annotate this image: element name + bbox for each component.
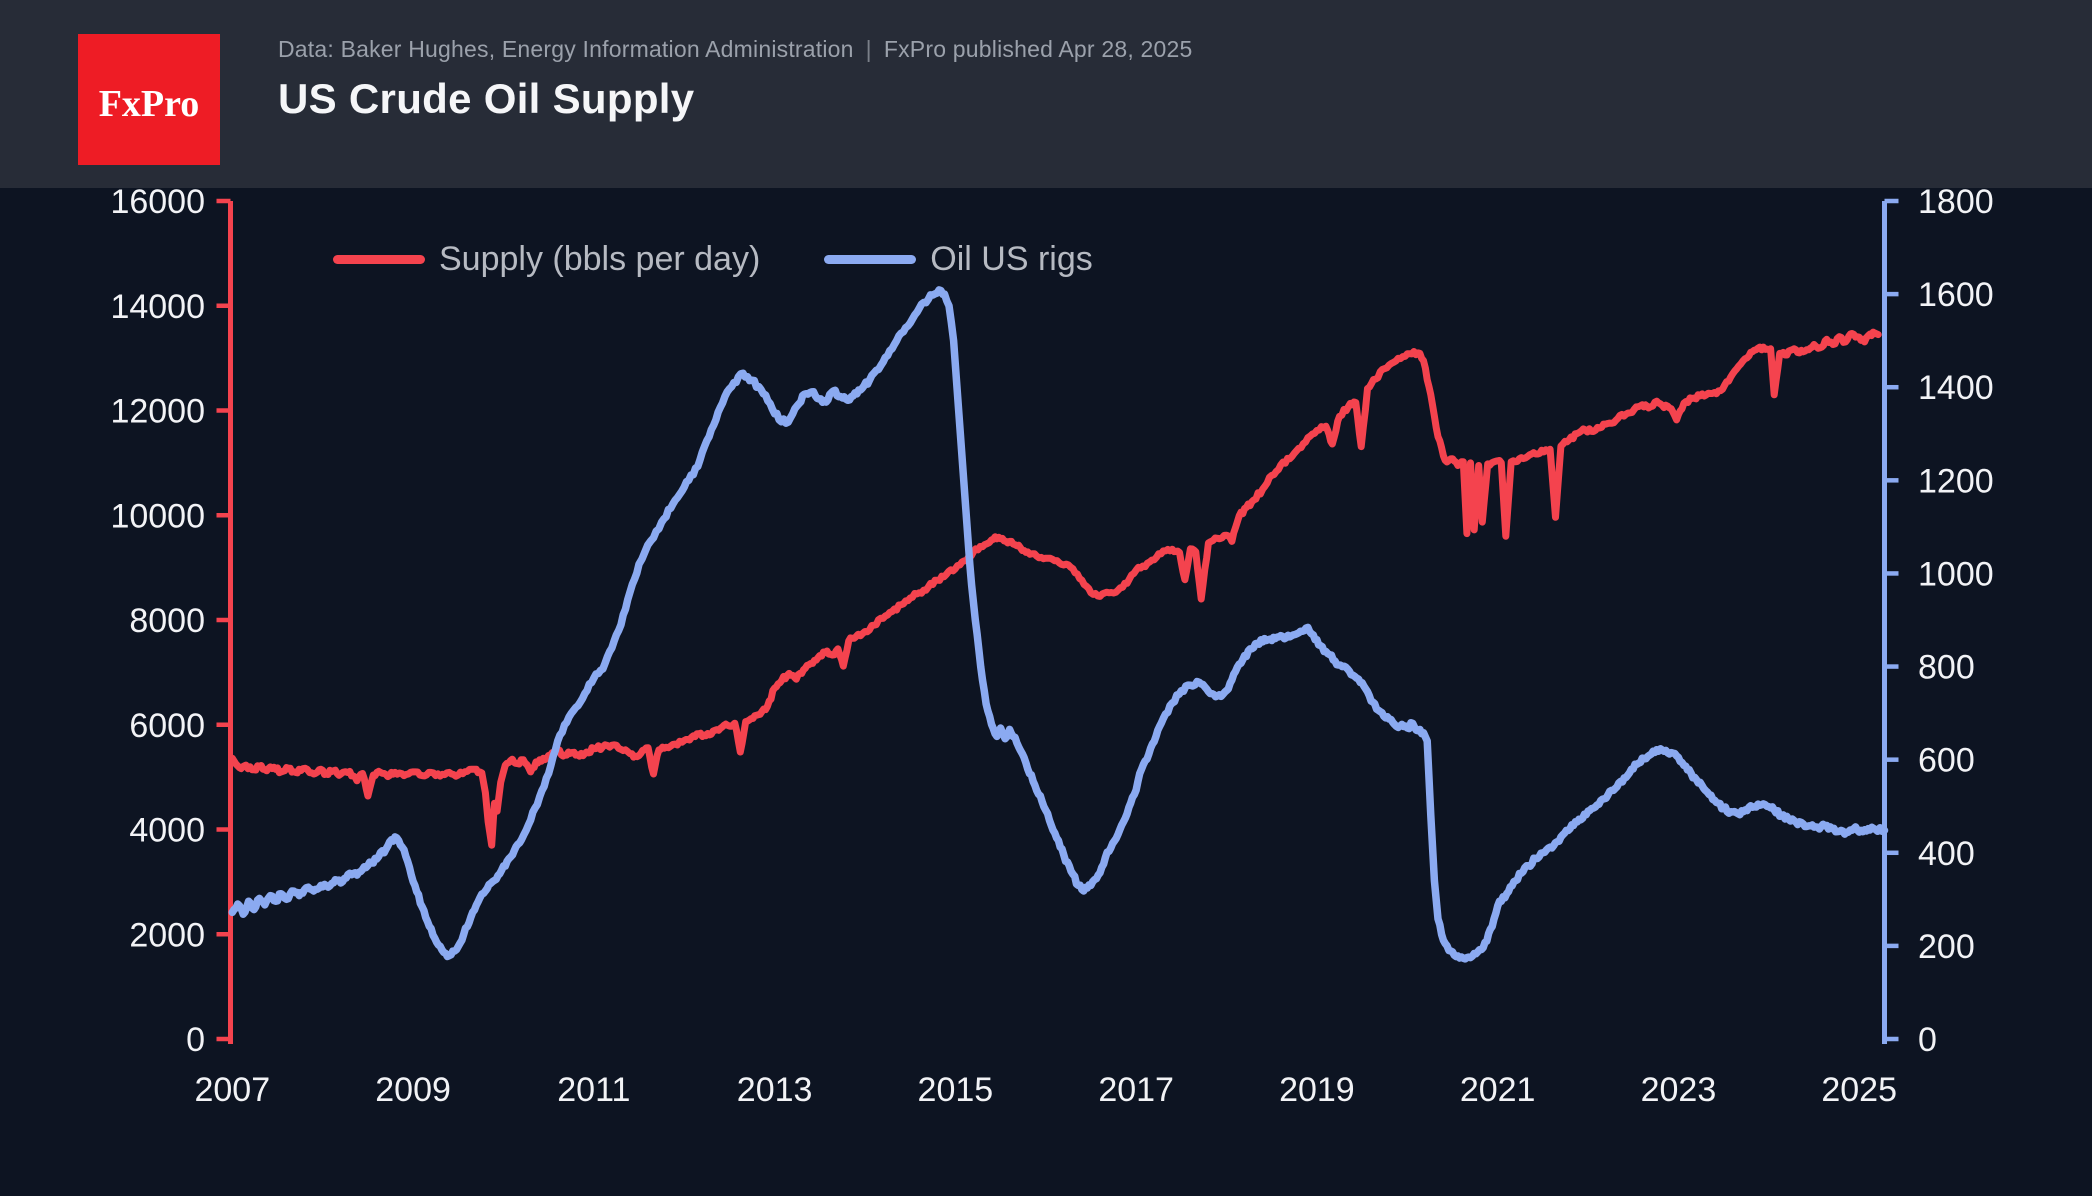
fxpro-logo-text: FxPro	[98, 82, 200, 125]
published-text: FxPro published Apr 28, 2025	[883, 36, 1193, 62]
x-axis-tick-label: 2017	[1098, 1071, 1174, 1109]
left-axis-tick-label: 2000	[129, 916, 205, 954]
right-axis-tick-label: 0	[1918, 1021, 1937, 1059]
x-axis-tick-label: 2009	[375, 1071, 451, 1109]
legend-item-rigs: Oil US rigs	[824, 240, 1093, 279]
x-axis-tick-label: 2013	[737, 1071, 813, 1109]
x-axis-tick-label: 2025	[1821, 1071, 1897, 1109]
supply-series-line	[228, 328, 1882, 849]
fxpro-logo: FxPro	[78, 34, 220, 165]
left-axis-tick-label: 4000	[129, 812, 205, 850]
source-separator: |	[865, 36, 872, 62]
right-axis-tick-label: 1400	[1918, 369, 1994, 407]
right-axis-tick-label: 1800	[1918, 183, 1994, 221]
left-axis-tick-label: 12000	[110, 393, 205, 431]
right-axis-tick-label: 1600	[1918, 276, 1994, 314]
x-axis-tick-label: 2007	[194, 1071, 270, 1109]
x-axis-tick-label: 2011	[557, 1071, 630, 1109]
left-axis-tick-label: 8000	[129, 602, 205, 640]
supply-line-swatch	[333, 255, 425, 264]
legend-label-supply: Supply (bbls per day)	[439, 240, 761, 278]
right-axis: 0 200 400 600 800 1000 1200 1400 1600 1800	[1882, 183, 1994, 1059]
right-axis-tick-label: 200	[1918, 928, 1975, 966]
header-bar: FxPro Data: Baker Hughes, Energy Informa…	[0, 0, 2092, 188]
header-text-block: Data: Baker Hughes, Energy Information A…	[278, 36, 1193, 121]
left-axis-tick-label: 16000	[110, 183, 205, 221]
x-axis: 2007 2009 2011 2013 2015 2017 2019 2021 2023 2025	[194, 1071, 1897, 1109]
x-axis-tick-label: 2021	[1460, 1071, 1536, 1109]
rigs-series-line	[228, 286, 1889, 963]
right-axis-tick-label: 1200	[1918, 462, 1994, 500]
right-axis-tick-label: 800	[1918, 649, 1975, 687]
x-axis-tick-label: 2015	[918, 1071, 994, 1109]
chart-legend: Supply (bbls per day) Oil US rigs	[333, 240, 1093, 279]
left-axis-tick-label: 0	[186, 1021, 205, 1059]
left-axis-tick-label: 6000	[129, 707, 205, 745]
right-axis-tick-label: 600	[1918, 742, 1975, 780]
page-title: US Crude Oil Supply	[278, 75, 695, 122]
right-axis-tick-label: 400	[1918, 835, 1975, 873]
right-axis-tick-label: 1000	[1918, 555, 1994, 593]
x-axis-tick-label: 2019	[1279, 1071, 1355, 1109]
legend-label-rigs: Oil US rigs	[930, 240, 1093, 278]
left-axis-tick-label: 10000	[110, 497, 205, 535]
chart-source-line: Data: Baker Hughes, Energy Information A…	[278, 36, 1193, 63]
data-source-text: Data: Baker Hughes, Energy Information A…	[278, 36, 854, 62]
left-axis-tick-label: 14000	[110, 288, 205, 326]
left-axis: 0 2000 4000 6000 8000 10000 12000 14000 16000	[110, 183, 233, 1059]
x-axis-tick-label: 2023	[1641, 1071, 1717, 1109]
rigs-line-swatch	[824, 255, 917, 264]
legend-item-supply: Supply (bbls per day)	[333, 240, 760, 279]
